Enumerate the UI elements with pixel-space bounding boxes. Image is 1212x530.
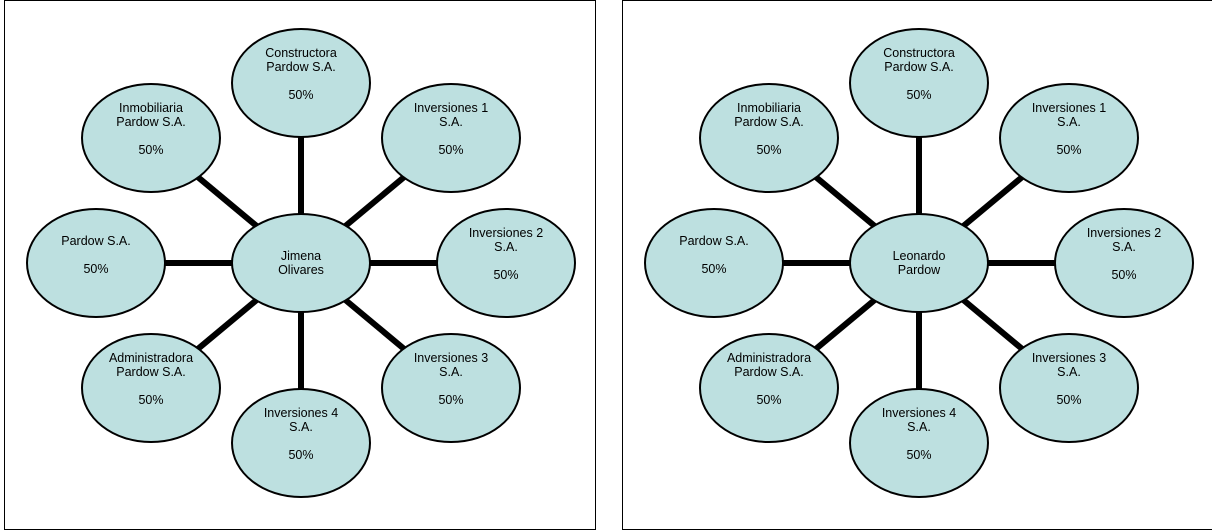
company-name: Inmobiliaria Pardow S.A. (116, 101, 186, 129)
ownership-percentage: 50% (288, 88, 314, 102)
ownership-percentage: 50% (906, 88, 932, 102)
company-node-inversiones-3: Inversiones 3 S.A. 50% (381, 333, 521, 443)
ownership-percentage: 50% (493, 268, 519, 282)
company-node-inversiones-3: Inversiones 3 S.A. 50% (999, 333, 1139, 443)
connector-line-inversiones-2 (301, 260, 506, 266)
company-name: Pardow S.A. (61, 234, 131, 248)
ownership-percentage: 50% (288, 448, 314, 462)
company-name: Pardow S.A. (679, 234, 749, 248)
ownership-diagram-left: Constructora Pardow S.A. 50% Inversiones 1… (4, 0, 596, 530)
ownership-percentage: 50% (83, 262, 109, 276)
ownership-percentage: 50% (756, 393, 782, 407)
company-node-inversiones-2: Inversiones 2 S.A. 50% (1054, 208, 1194, 318)
company-node-inversiones-4: Inversiones 4 S.A. 50% (849, 388, 989, 498)
company-node-inmobiliaria: Inmobiliaria Pardow S.A. 50% (699, 83, 839, 193)
ownership-percentage: 50% (438, 143, 464, 157)
company-name: Inversiones 4 S.A. (263, 406, 339, 434)
ownership-percentage: 50% (138, 393, 164, 407)
company-node-pardow: Pardow S.A. 50% (26, 208, 166, 318)
company-name: Inversiones 1 S.A. (1031, 101, 1107, 129)
owner-center-node: Jimena Olivares (231, 213, 371, 313)
ownership-percentage: 50% (701, 262, 727, 276)
company-name: Inversiones 1 S.A. (413, 101, 489, 129)
company-name: Inversiones 3 S.A. (1031, 351, 1107, 379)
company-node-inversiones-2: Inversiones 2 S.A. 50% (436, 208, 576, 318)
company-node-inversiones-1: Inversiones 1 S.A. 50% (381, 83, 521, 193)
owner-center-node: Leonardo Pardow (849, 213, 989, 313)
company-node-inmobiliaria: Inmobiliaria Pardow S.A. 50% (81, 83, 221, 193)
connector-line-inversiones-2 (919, 260, 1124, 266)
ownership-percentage: 50% (138, 143, 164, 157)
ownership-percentage: 50% (1056, 393, 1082, 407)
company-node-inversiones-4: Inversiones 4 S.A. 50% (231, 388, 371, 498)
ownership-percentage: 50% (906, 448, 932, 462)
company-name: Inversiones 2 S.A. (468, 226, 544, 254)
company-node-constructora: Constructora Pardow S.A. 50% (231, 28, 371, 138)
company-node-administradora: Administradora Pardow S.A. 50% (699, 333, 839, 443)
ownership-percentage: 50% (756, 143, 782, 157)
company-name: Constructora Pardow S.A. (883, 46, 955, 74)
company-node-administradora: Administradora Pardow S.A. 50% (81, 333, 221, 443)
company-node-inversiones-1: Inversiones 1 S.A. 50% (999, 83, 1139, 193)
company-node-pardow: Pardow S.A. 50% (644, 208, 784, 318)
ownership-percentage: 50% (1111, 268, 1137, 282)
ownership-diagram-right: Constructora Pardow S.A. 50% Inversiones 1… (622, 0, 1212, 530)
ownership-percentage: 50% (1056, 143, 1082, 157)
company-name: Inversiones 4 S.A. (881, 406, 957, 434)
company-name: Inversiones 3 S.A. (413, 351, 489, 379)
company-name: Administradora Pardow S.A. (108, 351, 194, 379)
company-name: Administradora Pardow S.A. (726, 351, 812, 379)
ownership-percentage: 50% (438, 393, 464, 407)
owner-name: Leonardo Pardow (892, 249, 946, 277)
company-name: Inversiones 2 S.A. (1086, 226, 1162, 254)
company-name: Inmobiliaria Pardow S.A. (734, 101, 804, 129)
owner-name: Jimena Olivares (278, 249, 324, 277)
company-name: Constructora Pardow S.A. (265, 46, 337, 74)
company-node-constructora: Constructora Pardow S.A. 50% (849, 28, 989, 138)
